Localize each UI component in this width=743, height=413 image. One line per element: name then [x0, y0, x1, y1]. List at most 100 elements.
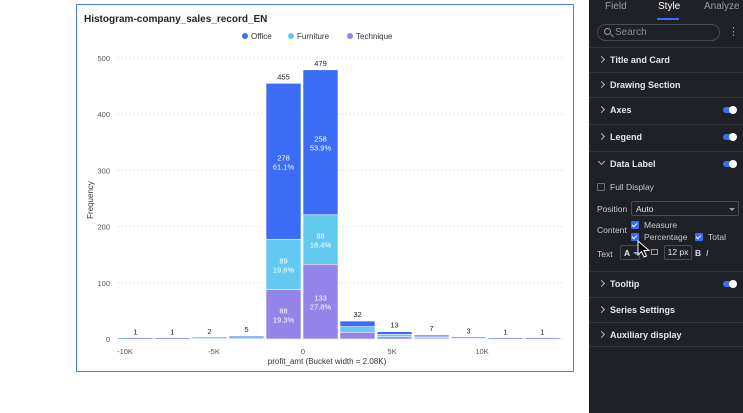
- mouse-cursor-icon: [637, 240, 651, 258]
- section-title-and-card[interactable]: Title and Card: [589, 47, 743, 72]
- axes-toggle[interactable]: [723, 105, 737, 114]
- text-style-icon[interactable]: [651, 249, 658, 255]
- section-series-settings[interactable]: Series Settings: [589, 297, 743, 322]
- section-data-label[interactable]: Data Label: [589, 151, 743, 176]
- active-tab-indicator: [657, 18, 679, 20]
- percentage-checkbox[interactable]: [631, 233, 639, 241]
- chevron-right-icon: [597, 105, 606, 114]
- caret-down-icon: [633, 252, 639, 255]
- histogram-chart: Histogram-company_sales_record_EN Office…: [84, 14, 564, 366]
- font-size-input[interactable]: 12 px: [664, 245, 692, 260]
- bar-segment-office: [265, 82, 302, 240]
- x-tick-label: 10K: [475, 347, 488, 356]
- segment-value-label: 89: [279, 257, 287, 266]
- y-tick-label: 100: [97, 279, 110, 288]
- bar-total-label: 1: [170, 327, 174, 336]
- bar-segment-office: [117, 337, 154, 340]
- total-checkbox[interactable]: [695, 233, 703, 241]
- section-label: Drawing Section: [610, 80, 681, 90]
- bar-segment-furniture: [339, 326, 376, 333]
- section-drawing-section[interactable]: Drawing Section: [589, 72, 743, 97]
- y-tick-label: 0: [106, 335, 110, 344]
- legend-item-office: Office: [242, 32, 272, 41]
- bar-total-label: 455: [277, 72, 290, 81]
- bar-total-label: 479: [314, 59, 327, 68]
- bar-segment-office: [228, 335, 265, 339]
- bar-segment-office: [487, 337, 524, 340]
- segment-value-label: 88: [316, 232, 324, 241]
- chevron-right-icon: [597, 330, 606, 339]
- bar-total-label: 7: [429, 324, 433, 333]
- bar-segment-furniture: [265, 239, 302, 290]
- segment-percent-label: 19.3%: [273, 315, 295, 324]
- legend-marker: [242, 33, 248, 39]
- measure-checkbox[interactable]: [631, 221, 639, 229]
- chart-card[interactable]: Histogram-company_sales_record_EN Office…: [76, 4, 574, 372]
- bar-total-label: 3: [466, 326, 470, 335]
- y-tick-label: 300: [97, 166, 110, 175]
- full-display-checkbox[interactable]: [597, 183, 605, 191]
- search-input[interactable]: [615, 26, 715, 39]
- bar-total-label: 1: [503, 327, 507, 336]
- x-tick-label: 0: [301, 347, 305, 356]
- tab-analyze[interactable]: Analyze: [704, 1, 740, 12]
- section-legend[interactable]: Legend: [589, 124, 743, 149]
- bar-segment-office: [450, 336, 487, 339]
- tab-style[interactable]: Style: [658, 1, 681, 12]
- bar-total-label: 5: [244, 325, 248, 334]
- chevron-right-icon: [597, 279, 606, 288]
- bar-total-label: 13: [390, 321, 398, 330]
- position-label: Position: [597, 204, 628, 214]
- position-select[interactable]: Auto: [631, 201, 739, 216]
- legend-item-furniture: Furniture: [288, 32, 330, 41]
- bar-segment-office: [191, 336, 228, 339]
- section-tooltip[interactable]: Tooltip: [589, 271, 743, 296]
- y-axis-label: Frequency: [86, 181, 95, 219]
- legend-label: Office: [251, 32, 272, 41]
- section-label: Auxiliary display: [610, 330, 682, 340]
- content-label: Content: [597, 225, 627, 235]
- x-tick-label: -10K: [117, 347, 133, 356]
- section-label: Series Settings: [610, 305, 676, 315]
- full-display-label: Full Display: [610, 182, 654, 192]
- bar-segment-office: [524, 337, 561, 340]
- x-tick-label: 5K: [387, 347, 396, 356]
- bar-segment-office: [339, 320, 376, 327]
- position-value: Auto: [636, 204, 654, 214]
- section-axes[interactable]: Axes: [589, 97, 743, 122]
- section-label: Title and Card: [610, 55, 670, 65]
- italic-button[interactable]: I: [706, 248, 709, 258]
- x-axis-label: profit_amt (Bucket width = 2.08K): [268, 357, 387, 366]
- y-tick-label: 500: [97, 54, 110, 63]
- segment-value-label: 278: [277, 153, 290, 162]
- section-label: Legend: [610, 132, 643, 142]
- bar-total-label: 32: [353, 310, 361, 319]
- section-label: Axes: [610, 105, 632, 115]
- chevron-right-icon: [597, 132, 606, 141]
- legend-toggle[interactable]: [723, 132, 737, 141]
- chart-legend[interactable]: Office Furniture Technique: [242, 32, 393, 41]
- bar-segment-technique: [265, 289, 302, 340]
- bold-button[interactable]: B: [695, 248, 702, 258]
- tab-field[interactable]: Field: [605, 1, 627, 12]
- bar-segment-furniture: [376, 334, 413, 338]
- segment-value-label: 88: [279, 306, 287, 315]
- legend-label: Technique: [356, 32, 393, 41]
- section-auxiliary-display[interactable]: Auxiliary display: [589, 322, 743, 347]
- bar-segment-furniture: [302, 214, 339, 265]
- segment-percent-label: 19.6%: [273, 266, 295, 275]
- search-box[interactable]: [597, 24, 720, 41]
- section-label: Data Label: [610, 159, 656, 169]
- search-icon: [604, 28, 611, 35]
- bar-segment-office: [376, 331, 413, 335]
- chart-title: Histogram-company_sales_record_EN: [84, 14, 267, 25]
- caret-down-icon: [729, 208, 735, 211]
- legend-marker: [347, 33, 353, 39]
- legend-marker: [288, 33, 294, 39]
- tooltip-toggle[interactable]: [723, 279, 737, 288]
- more-icon[interactable]: ⋮: [728, 26, 739, 38]
- bar-segment-technique: [376, 336, 413, 340]
- data-label-toggle[interactable]: [723, 159, 737, 168]
- segment-value-label: 133: [314, 294, 327, 303]
- segment-percent-label: 27.8%: [310, 303, 332, 312]
